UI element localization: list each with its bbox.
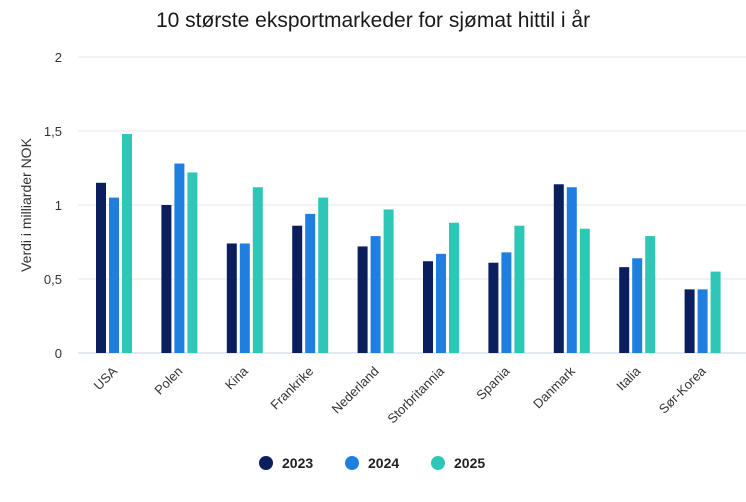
legend-marker: [345, 456, 359, 470]
bar-group: [488, 225, 525, 353]
bar: [553, 184, 564, 353]
bar: [305, 213, 316, 353]
bar: [710, 271, 721, 353]
bars: [96, 133, 721, 353]
bar: [174, 163, 185, 353]
bar: [370, 236, 381, 353]
y-tick-label: 0,5: [44, 272, 62, 287]
legend-label: 2025: [454, 455, 485, 471]
bar: [226, 243, 237, 353]
bar: [436, 253, 446, 353]
legend-label: 2023: [282, 455, 313, 471]
bar-group: [161, 163, 198, 353]
bar: [292, 225, 303, 353]
x-tick-label: Spania: [473, 363, 513, 403]
y-axis-label: Verdi i milliarder NOK: [18, 137, 34, 271]
x-tick-label: Nederland: [329, 364, 382, 417]
bar: [501, 252, 512, 353]
bar: [632, 258, 643, 353]
x-tick-label: Kina: [222, 363, 252, 393]
legend-item: 2024: [345, 455, 399, 471]
legend: 2023 2024 2025: [259, 455, 485, 471]
x-tick-label: Sør-Korea: [656, 363, 710, 417]
legend-marker: [431, 456, 445, 470]
x-tick-label: Danmark: [530, 363, 578, 411]
bar: [449, 222, 459, 353]
bar: [645, 236, 656, 353]
bar-group: [684, 271, 721, 353]
bar: [619, 267, 630, 353]
bar: [423, 261, 433, 353]
x-tick-label: Polen: [151, 364, 185, 398]
bar-group: [292, 197, 329, 353]
y-tick-label: 2: [55, 50, 62, 65]
chart-title: 10 største eksportmarkeder for sjømat hi…: [156, 9, 590, 32]
bar-group: [423, 222, 459, 353]
bar: [514, 225, 525, 353]
bar: [252, 187, 263, 353]
legend-label: 2024: [368, 455, 399, 471]
bar: [383, 209, 394, 353]
x-axis: USA Polen Kina Frankrike Nederland Storbritan…: [91, 363, 710, 426]
bar: [697, 289, 708, 353]
y-tick-label: 1,5: [44, 124, 62, 139]
bar: [96, 182, 106, 353]
bar-group: [357, 209, 394, 353]
bar: [579, 228, 590, 353]
bar: [488, 262, 499, 353]
legend-marker: [259, 456, 273, 470]
bar: [109, 197, 119, 353]
bar: [318, 197, 329, 353]
bar: [566, 187, 577, 353]
y-tick-label: 1: [55, 198, 62, 213]
bar: [187, 172, 198, 353]
bar: [122, 133, 132, 353]
x-tick-label: Storbritannia: [384, 363, 447, 426]
legend-item: 2025: [431, 455, 485, 471]
bar-group: [226, 187, 263, 353]
x-tick-label: USA: [91, 363, 121, 393]
bar-group: [96, 133, 132, 353]
x-tick-label: Italia: [613, 363, 644, 394]
legend-item: 2023: [259, 455, 313, 471]
x-tick-label: Frankrike: [267, 364, 316, 413]
y-tick-label: 0: [55, 346, 62, 361]
bar: [239, 243, 250, 353]
bar: [357, 246, 368, 353]
bar-group: [553, 184, 590, 353]
bar: [684, 289, 695, 353]
bar: [161, 205, 172, 353]
bar-group: [619, 236, 656, 353]
